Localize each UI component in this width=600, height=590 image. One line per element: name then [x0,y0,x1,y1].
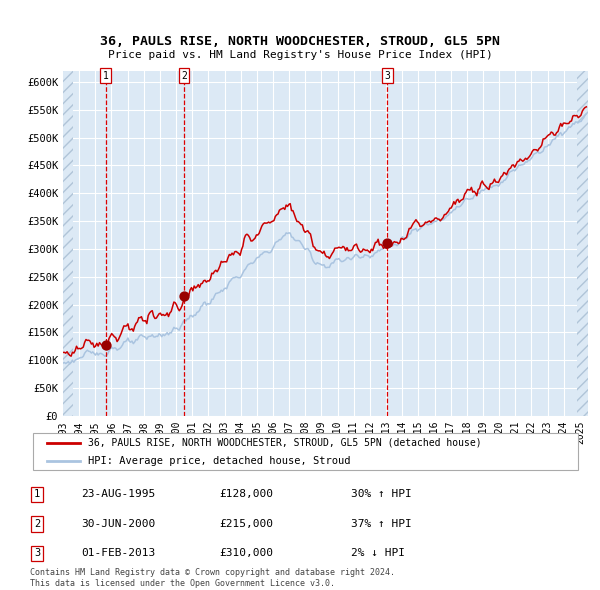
Bar [63,71,73,416]
Text: 30% ↑ HPI: 30% ↑ HPI [351,490,412,499]
Text: £215,000: £215,000 [219,519,273,529]
Text: 36, PAULS RISE, NORTH WOODCHESTER, STROUD, GL5 5PN (detached house): 36, PAULS RISE, NORTH WOODCHESTER, STROU… [88,438,482,448]
Text: 30-JUN-2000: 30-JUN-2000 [81,519,155,529]
Text: £128,000: £128,000 [219,490,273,499]
Text: £310,000: £310,000 [219,549,273,558]
Point [179,291,189,301]
Text: 3: 3 [385,71,391,81]
Bar [577,71,588,416]
Text: 1: 1 [34,490,40,499]
Text: 2% ↓ HPI: 2% ↓ HPI [351,549,405,558]
Text: 3: 3 [34,549,40,558]
Text: 2: 2 [34,519,40,529]
Point [383,238,392,248]
Text: 37% ↑ HPI: 37% ↑ HPI [351,519,412,529]
FancyBboxPatch shape [33,434,578,470]
Text: 1: 1 [103,71,109,81]
Point [101,340,110,349]
Text: HPI: Average price, detached house, Stroud: HPI: Average price, detached house, Stro… [88,456,350,466]
Text: 23-AUG-1995: 23-AUG-1995 [81,490,155,499]
Text: 36, PAULS RISE, NORTH WOODCHESTER, STROUD, GL5 5PN: 36, PAULS RISE, NORTH WOODCHESTER, STROU… [100,35,500,48]
Text: 2: 2 [181,71,187,81]
Text: Contains HM Land Registry data © Crown copyright and database right 2024.
This d: Contains HM Land Registry data © Crown c… [30,568,395,588]
Text: Price paid vs. HM Land Registry's House Price Index (HPI): Price paid vs. HM Land Registry's House … [107,50,493,60]
Text: 01-FEB-2013: 01-FEB-2013 [81,549,155,558]
